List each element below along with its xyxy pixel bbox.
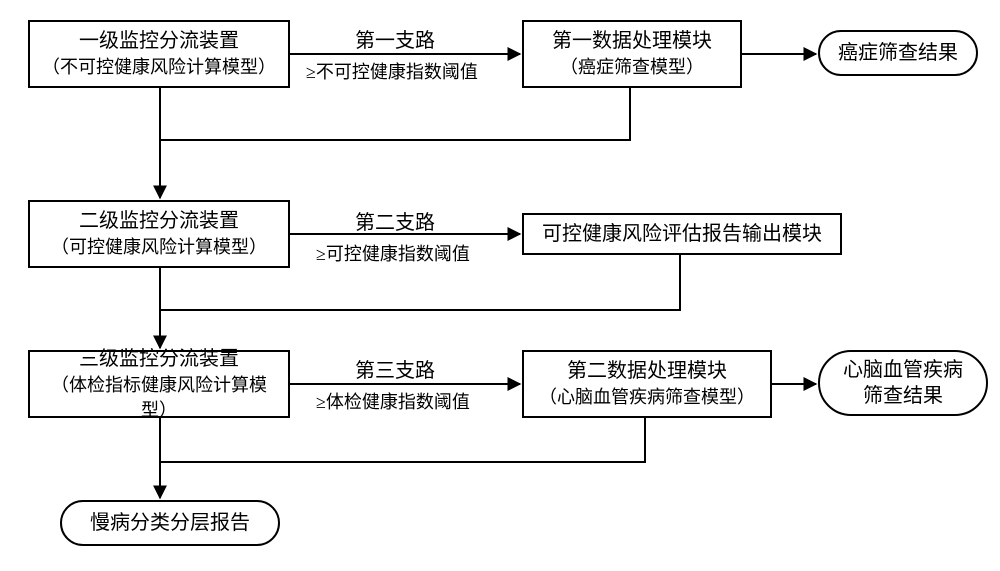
node-report-output: 可控健康风险评估报告输出模块 <box>522 213 842 255</box>
edge-label-branch1-bottom: ≥不可控健康指数阈值 <box>306 58 478 84</box>
node-level3-monitor: 三级监控分流装置 （体检指标健康风险计算模型） <box>28 350 290 418</box>
node-proc1: 第一数据处理模块 （癌症筛查模型） <box>522 20 742 88</box>
node-proc2-title: 第二数据处理模块 <box>567 358 727 385</box>
node-proc1-title: 第一数据处理模块 <box>552 28 712 55</box>
node-chronic-report-text: 慢病分类分层报告 <box>90 510 250 536</box>
node-level3-sub: （体检指标健康风险计算模型） <box>38 373 280 422</box>
node-level1-sub: （不可控健康风险计算模型） <box>42 55 276 79</box>
node-chronic-report: 慢病分类分层报告 <box>60 500 280 546</box>
edge-label-branch1-top: 第一支路 <box>355 24 435 53</box>
node-level2-title: 二级监控分流装置 <box>79 208 239 235</box>
node-cardio-result-line2: 筛查结果 <box>863 383 943 409</box>
node-cardio-result-line1: 心脑血管疾病 <box>843 357 963 383</box>
edge-label-branch3-top: 第三支路 <box>355 354 435 383</box>
node-level3-title: 三级监控分流装置 <box>79 346 239 373</box>
node-proc2-sub: （心脑血管疾病筛查模型） <box>539 385 755 409</box>
node-level1-title: 一级监控分流装置 <box>79 28 239 55</box>
edge-label-branch2-top: 第二支路 <box>355 206 435 235</box>
node-cancer-result-text: 癌症筛查结果 <box>838 40 958 66</box>
node-level2-sub: （可控健康风险计算模型） <box>51 235 267 259</box>
node-report-output-title: 可控健康风险评估报告输出模块 <box>542 221 822 248</box>
node-proc1-sub: （癌症筛查模型） <box>560 55 704 79</box>
node-level1-monitor: 一级监控分流装置 （不可控健康风险计算模型） <box>28 20 290 88</box>
node-proc2: 第二数据处理模块 （心脑血管疾病筛查模型） <box>522 350 772 418</box>
edge-label-branch3-bottom: ≥体检健康指数阈值 <box>316 388 470 414</box>
node-cardio-result: 心脑血管疾病 筛查结果 <box>818 350 988 416</box>
node-cancer-result: 癌症筛查结果 <box>818 30 978 76</box>
edge-label-branch2-bottom: ≥可控健康指数阈值 <box>316 240 470 266</box>
node-level2-monitor: 二级监控分流装置 （可控健康风险计算模型） <box>28 200 290 268</box>
